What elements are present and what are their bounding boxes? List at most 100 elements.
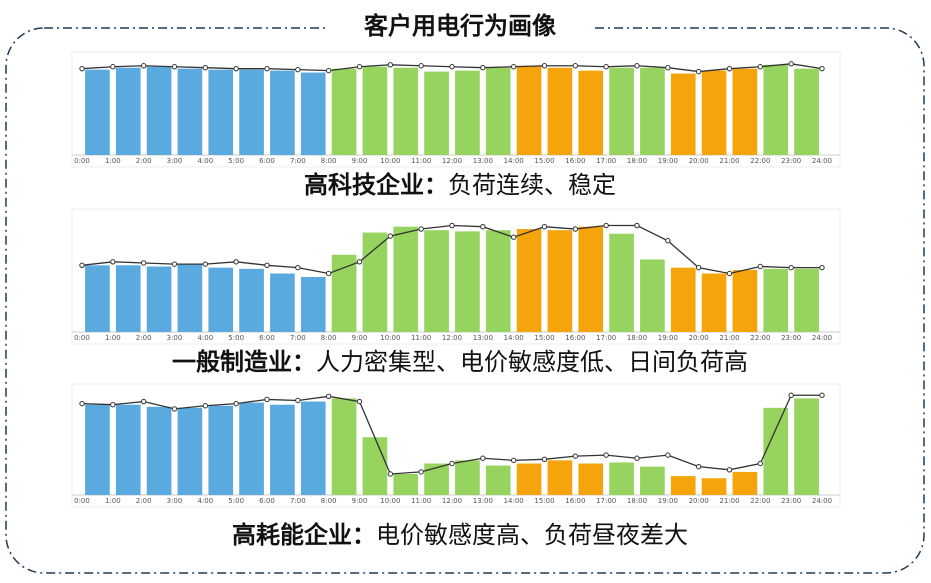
- x-tick-label: 20:00: [689, 157, 709, 165]
- x-tick-label: 18:00: [627, 497, 647, 505]
- bar: [455, 231, 480, 332]
- x-tick-label: 11:00: [411, 157, 431, 165]
- x-tick-label: 22:00: [750, 334, 770, 342]
- bar: [146, 66, 172, 155]
- bar: [424, 230, 449, 332]
- x-tick-label: 3:00: [167, 334, 183, 342]
- bar: [794, 268, 819, 332]
- x-tick-label: 4:00: [197, 334, 213, 342]
- bar: [177, 68, 203, 155]
- line-point: [572, 226, 579, 232]
- line-point: [541, 63, 548, 69]
- x-tick-label: 6:00: [259, 497, 275, 505]
- line-point: [572, 453, 579, 459]
- bar: [732, 68, 758, 155]
- x-tick-label: 9:00: [352, 497, 368, 505]
- x-tick-label: 6:00: [259, 157, 275, 165]
- line-point: [449, 222, 455, 229]
- line-point: [541, 224, 548, 230]
- x-tick-label: 8:00: [321, 497, 337, 505]
- bar: [85, 404, 110, 495]
- page-title: 客户用电行为画像: [364, 12, 557, 40]
- bar: [485, 465, 511, 495]
- x-tick-label: 22:00: [750, 497, 770, 505]
- line-point: [480, 224, 486, 230]
- bar: [732, 269, 758, 332]
- bar: [146, 266, 172, 332]
- line-point: [634, 455, 640, 461]
- x-tick-label: 0:00: [74, 334, 90, 342]
- x-tick-label: 5:00: [228, 497, 244, 505]
- line-point: [449, 460, 455, 467]
- bar: [239, 69, 264, 155]
- line-point: [295, 397, 301, 404]
- x-tick-label: 18:00: [627, 157, 647, 165]
- bar: [115, 67, 141, 155]
- line-point: [325, 67, 332, 74]
- line-point: [418, 226, 424, 232]
- line-point: [510, 64, 517, 70]
- x-tick-label: 22:00: [750, 157, 770, 165]
- line-point: [387, 471, 394, 477]
- bar: [85, 69, 110, 155]
- bar: [516, 65, 542, 155]
- x-tick-label: 1:00: [105, 157, 121, 165]
- bar: [670, 73, 696, 155]
- bar: [547, 67, 573, 155]
- caption: 高科技企业：负荷连续、稳定: [304, 171, 616, 199]
- line-point: [665, 238, 671, 244]
- bar: [331, 398, 357, 495]
- bar: [362, 437, 388, 495]
- line-point: [695, 68, 702, 75]
- x-tick-label: 14:00: [504, 334, 524, 342]
- line-point: [110, 64, 116, 70]
- line-point: [603, 222, 609, 229]
- line-point: [110, 402, 116, 408]
- bar: [270, 70, 295, 155]
- bar: [270, 404, 295, 495]
- x-tick-label: 2:00: [136, 157, 152, 165]
- bar: [362, 232, 388, 332]
- bar: [763, 268, 789, 332]
- line-point: [603, 64, 609, 70]
- line-point: [295, 264, 301, 271]
- bar: [485, 230, 511, 332]
- x-tick-label: 0:00: [74, 497, 90, 505]
- line-point: [387, 233, 394, 239]
- bar: [609, 67, 634, 155]
- x-tick-label: 6:00: [259, 334, 275, 342]
- bar: [609, 462, 634, 495]
- line-point: [788, 61, 794, 67]
- line-point: [264, 396, 270, 403]
- line-point: [757, 64, 764, 70]
- line-point: [202, 65, 209, 71]
- line-point: [79, 262, 85, 269]
- line-point: [510, 234, 517, 240]
- x-tick-label: 12:00: [442, 497, 462, 505]
- x-tick-label: 10:00: [380, 157, 400, 165]
- line-point: [233, 400, 239, 407]
- caption-description: 电价敏感度高、负荷昼夜差大: [376, 521, 688, 549]
- x-tick-label: 20:00: [689, 497, 709, 505]
- caption-description: 负荷连续、稳定: [448, 171, 616, 199]
- line-point: [572, 63, 579, 69]
- line-point: [510, 457, 517, 464]
- x-tick-label: 21:00: [719, 334, 739, 342]
- bar: [701, 478, 727, 495]
- line-point: [418, 469, 424, 475]
- caption-description: 人力密集型、电价敏感度低、日间负荷高: [316, 348, 748, 376]
- x-tick-label: 4:00: [197, 497, 213, 505]
- x-tick-label: 17:00: [596, 497, 616, 505]
- bar: [115, 265, 141, 332]
- bar: [609, 233, 634, 332]
- line-point: [819, 65, 825, 72]
- x-tick-label: 11:00: [411, 334, 431, 342]
- line-point: [171, 261, 178, 267]
- x-tick-label: 7:00: [290, 497, 306, 505]
- x-tick-label: 16:00: [565, 157, 585, 165]
- bar: [300, 401, 326, 495]
- bar: [393, 474, 419, 495]
- x-tick-label: 18:00: [627, 334, 647, 342]
- x-tick-label: 9:00: [352, 334, 368, 342]
